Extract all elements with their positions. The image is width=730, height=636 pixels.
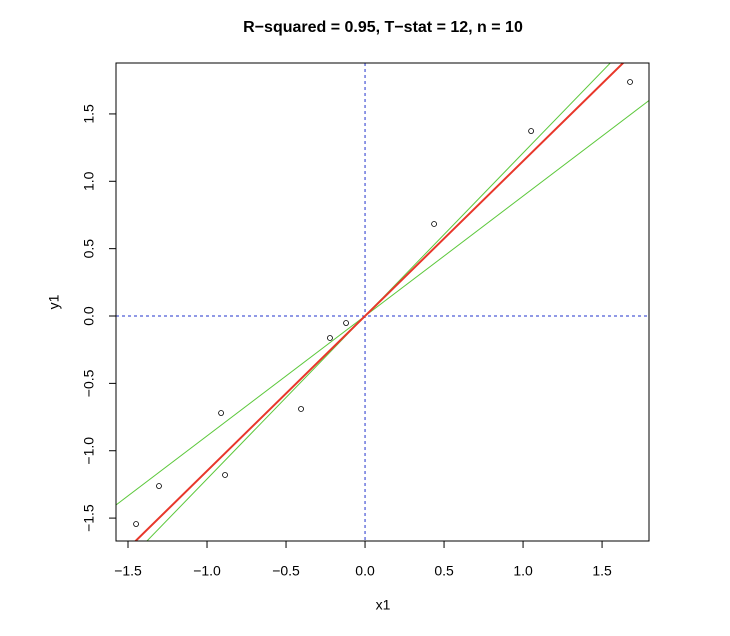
x-tick-label: 1.0	[513, 563, 533, 579]
x-tick-label: −0.5	[272, 563, 300, 579]
y-axis-label: y1	[46, 294, 62, 309]
data-point	[298, 406, 304, 412]
x-tick-label: −1.5	[114, 563, 142, 579]
plot-frame	[115, 62, 650, 542]
x-tick-label: 0.0	[355, 563, 375, 579]
x-tick-label: 1.5	[592, 563, 612, 579]
data-point	[327, 335, 333, 341]
plot-area	[116, 63, 649, 541]
chart-title: R−squared = 0.95, T−stat = 12, n = 10	[243, 19, 523, 36]
data-point	[222, 472, 228, 478]
data-point	[343, 320, 349, 326]
x-tick-label: 0.5	[434, 563, 454, 579]
y-tick-label: 1.0	[81, 171, 97, 191]
data-point	[528, 128, 535, 134]
y-tick-label: −1.0	[81, 437, 97, 465]
data-point	[218, 410, 224, 416]
y-tick-label: 1.5	[81, 104, 97, 124]
fit-line	[116, 100, 649, 506]
y-tick-label: −1.5	[81, 504, 97, 532]
data-point	[431, 221, 437, 227]
data-point	[627, 79, 633, 85]
y-tick-label: 0.5	[81, 239, 97, 259]
y-tick-label: −0.5	[81, 369, 97, 397]
data-point	[156, 483, 162, 489]
y-tick-label: 0.0	[81, 306, 97, 326]
fit-line	[134, 63, 625, 541]
x-axis-label: x1	[376, 597, 391, 613]
x-tick-label: −1.0	[193, 563, 221, 579]
data-point	[133, 521, 139, 527]
